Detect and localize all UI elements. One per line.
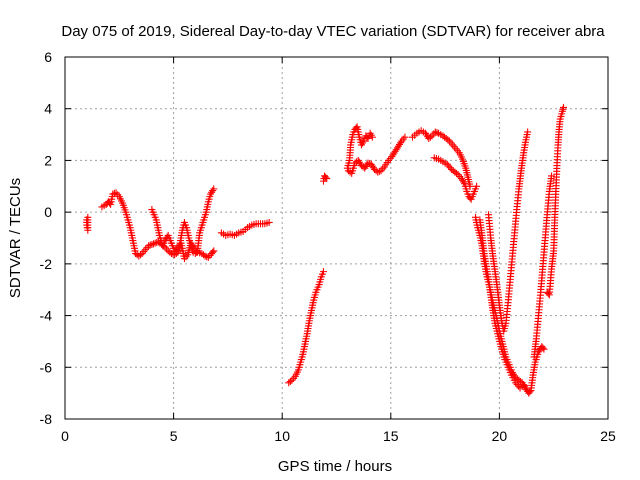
data-point — [548, 172, 556, 180]
y-tick-label: -6 — [40, 359, 53, 375]
data-point — [513, 381, 521, 389]
data-point — [559, 103, 567, 111]
x-tick-label: 10 — [274, 428, 290, 444]
data-points — [83, 103, 567, 397]
data-point — [210, 247, 218, 255]
y-tick-label: 4 — [44, 101, 52, 117]
data-point — [453, 169, 461, 177]
x-tick-label: 25 — [600, 428, 616, 444]
data-point — [189, 243, 197, 251]
data-point — [460, 178, 468, 186]
y-tick-label: 6 — [44, 49, 52, 65]
data-point — [433, 129, 441, 137]
chart-title: Day 075 of 2019, Sidereal Day-to-day VTE… — [61, 23, 605, 40]
data-point — [201, 252, 209, 260]
data-point — [444, 136, 452, 144]
data-point — [136, 251, 144, 259]
data-point — [473, 182, 481, 190]
data-point — [431, 128, 439, 136]
data-point — [210, 185, 218, 193]
data-point — [322, 173, 330, 181]
x-tick-label: 15 — [383, 428, 399, 444]
data-point — [374, 168, 382, 176]
y-tick-label: 2 — [44, 152, 52, 168]
data-point — [153, 239, 161, 247]
y-tick-label: -2 — [40, 256, 53, 272]
data-point — [352, 124, 360, 132]
data-point — [544, 290, 552, 298]
data-point — [106, 199, 114, 207]
grid — [65, 57, 608, 419]
data-point — [426, 133, 434, 141]
x-tick-label: 0 — [61, 428, 69, 444]
axis-ticks — [64, 56, 609, 420]
x-axis-title: GPS time / hours — [278, 458, 392, 475]
data-point — [520, 381, 528, 389]
y-tick-label: 0 — [44, 204, 52, 220]
y-tick-label: -8 — [40, 411, 53, 427]
data-point — [446, 164, 454, 172]
data-point — [323, 175, 331, 183]
data-point — [265, 218, 273, 226]
data-point — [539, 344, 547, 352]
data-point — [526, 388, 534, 396]
data-point — [445, 162, 453, 170]
data-point — [146, 241, 154, 249]
y-axis-title: SDTVAR / TECUs — [7, 178, 24, 298]
data-point — [397, 139, 405, 147]
data-point — [84, 213, 92, 221]
data-point — [209, 248, 217, 256]
data-point — [110, 189, 118, 197]
data-point — [148, 240, 156, 248]
data-point — [203, 253, 211, 261]
data-point — [109, 190, 117, 198]
data-point — [524, 128, 532, 136]
data-point — [401, 133, 409, 141]
data-point — [150, 240, 158, 248]
data-point — [540, 345, 548, 353]
data-point — [364, 159, 372, 167]
data-point — [319, 268, 327, 276]
y-tick-labels: -8 -6 -4 -2 0 2 4 6 — [40, 49, 53, 427]
y-tick-label: -4 — [40, 308, 53, 324]
data-point — [209, 187, 217, 195]
data-point — [443, 160, 451, 168]
x-tick-label: 5 — [170, 428, 178, 444]
data-point — [145, 242, 153, 250]
data-point — [286, 378, 294, 386]
plot-frame — [64, 56, 609, 420]
data-point — [512, 379, 520, 387]
data-point — [368, 133, 376, 141]
x-tick-label: 20 — [492, 428, 508, 444]
x-tick-labels: 0 5 10 15 20 25 — [61, 428, 616, 444]
